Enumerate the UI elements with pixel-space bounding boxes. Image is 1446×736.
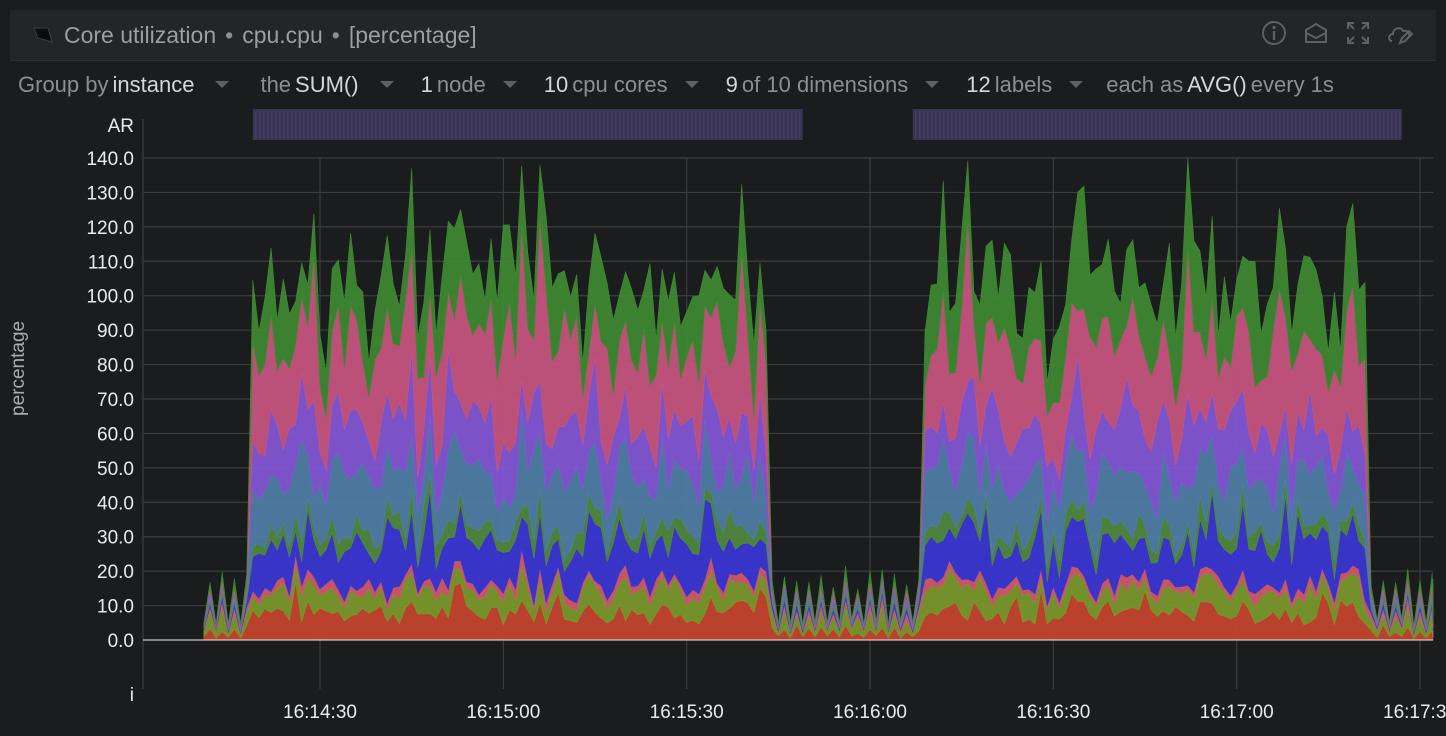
x-tick-label: 16:17:00 [1200, 702, 1274, 723]
chevron-down-icon [925, 81, 940, 88]
group-by-dropdown[interactable]: Group by instance [18, 72, 230, 98]
time-aggregation-value: AVG() [1187, 72, 1247, 97]
chevron-down-icon [1069, 81, 1084, 88]
title-separator: • [331, 21, 340, 48]
stacked-area-chart[interactable]: AR 140.0 130.0 120.0 110.0 100.0 90.0 80.0 70.0 6… [0, 109, 1446, 736]
dimensions-label: of 10 dimensions [741, 72, 909, 97]
chevron-down-icon [684, 81, 699, 88]
x-tick-label: 16:14:30 [283, 702, 357, 723]
chevron-down-icon [502, 81, 517, 88]
instances-dropdown[interactable]: 10 cpu cores [540, 72, 700, 98]
labels-count: 12 [966, 72, 991, 97]
x-tick-label: 16:15:00 [466, 702, 540, 723]
aggregation-dropdown[interactable]: the SUM() [260, 72, 394, 98]
nodes-count: 1 [420, 72, 433, 97]
labels-label: labels [994, 72, 1053, 97]
nodes-label: node [436, 72, 486, 97]
y-tick-label: 130.0 [86, 183, 134, 204]
query-toolbar: Group by instance the SUM() 1 node 10 cp… [0, 61, 1446, 109]
time-aggregation-dropdown[interactable]: each as AVG() every 1s [1106, 72, 1334, 98]
y-tick-label: 60.0 [97, 424, 134, 445]
x-tick-label: 16:17:30 [1383, 702, 1446, 723]
y-tick-label: 90.0 [97, 321, 134, 342]
y-tick-label: 30.0 [97, 528, 134, 549]
anomaly-range-1 [912, 109, 1402, 140]
time-aggregation-label: each as [1106, 72, 1184, 97]
instances-label: cpu cores [572, 72, 668, 97]
nodes-dropdown[interactable]: 1 node [417, 72, 518, 98]
x-tick-label: 16:15:30 [650, 702, 724, 723]
y-axis-label: percentage [8, 320, 29, 416]
x-tick-label: 16:16:00 [833, 702, 907, 723]
chevron-down-icon [215, 81, 230, 88]
collapse-icon[interactable] [1302, 19, 1330, 47]
dimensions-dropdown[interactable]: 9 of 10 dimensions [722, 72, 941, 98]
y-tick-label: 70.0 [97, 390, 134, 411]
series-area-cpu8 [203, 157, 1434, 629]
x-tick-label: 16:16:30 [1016, 702, 1090, 723]
chart-units: [percentage] [348, 21, 477, 48]
header-actions [1260, 19, 1414, 47]
bottom-row-label: i [130, 685, 134, 706]
chevron-down-icon [379, 81, 394, 88]
info-icon[interactable] [1260, 19, 1288, 47]
labels-dropdown[interactable]: 12 labels [962, 72, 1084, 98]
group-by-label: Group by [18, 72, 109, 97]
y-tick-label: 100.0 [86, 287, 134, 308]
fullscreen-icon[interactable] [1344, 19, 1372, 47]
group-by-value: instance [112, 72, 195, 97]
y-tick-label: 120.0 [86, 218, 134, 239]
y-tick-label: 20.0 [97, 562, 134, 583]
anomaly-row-label: AR [108, 116, 134, 137]
y-tick-label: 10.0 [97, 597, 134, 618]
chart-title: Core utilization [64, 21, 217, 48]
y-tick-label: 40.0 [97, 493, 134, 514]
y-tick-label: 50.0 [97, 459, 134, 480]
y-tick-label: 80.0 [97, 356, 134, 377]
y-tick-label: 0.0 [108, 631, 134, 652]
aggregation-label: the [260, 72, 292, 97]
edit-icon[interactable] [1386, 19, 1414, 47]
chart-header: Core utilization • cpu.cpu • [percentage… [10, 10, 1436, 61]
y-tick-label: 140.0 [86, 149, 134, 170]
chart-context: cpu.cpu [242, 21, 323, 48]
aggregation-value: SUM() [295, 72, 359, 97]
dimensions-count: 9 [725, 72, 738, 97]
chart-type-icon [33, 27, 53, 43]
instances-count: 10 [543, 72, 569, 97]
y-tick-label: 110.0 [88, 252, 134, 273]
time-aggregation-interval: every 1s [1250, 72, 1334, 97]
chart-area[interactable]: AR 140.0 130.0 120.0 110.0 100.0 90.0 80.0 70.0 6… [0, 109, 1446, 736]
title-separator: • [225, 21, 234, 48]
